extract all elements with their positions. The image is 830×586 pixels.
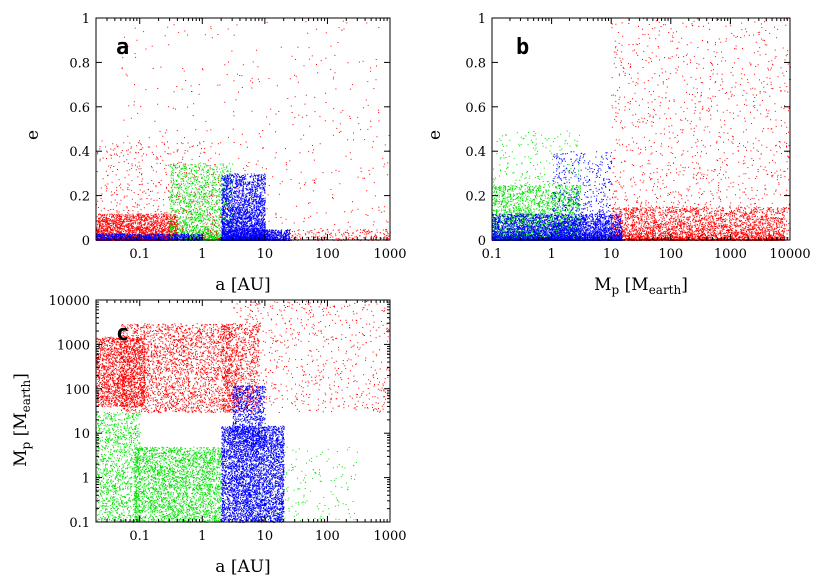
y-tick-label: 1000 — [57, 338, 90, 353]
y-tick-label: 0.6 — [465, 101, 486, 116]
panel-b-letter: b — [516, 35, 529, 60]
x-tick-label: 10 — [603, 247, 620, 262]
y-tick-label: 0 — [82, 234, 90, 249]
x-tick-label: 1000 — [373, 247, 406, 262]
series-red-points — [611, 18, 791, 242]
y-tick-label: 10000 — [49, 294, 90, 309]
series-green-points — [492, 130, 581, 241]
panel-a-xlabel: a [AU] — [215, 275, 270, 295]
panel-c-letter: c — [116, 321, 129, 346]
y-tick-label: 1 — [82, 472, 90, 487]
series-blue-points — [221, 385, 285, 523]
panel-a-letter: a — [116, 35, 129, 60]
x-tick-label: 0.1 — [129, 247, 150, 262]
panel-b-frame — [491, 17, 791, 241]
panel-c: 0.1 1 10 100 1000 0.1 1 10 100 1000 10000 c a [AU]… — [11, 294, 407, 577]
x-tick-label: 1 — [547, 247, 555, 262]
y-tick-label: 0.6 — [69, 101, 90, 116]
panel-b-points — [492, 18, 791, 242]
x-tick-label: 100 — [658, 247, 683, 262]
x-tick-label: 1000 — [714, 247, 747, 262]
y-tick-label: 0 — [478, 234, 486, 249]
y-tick-label: 0.4 — [465, 145, 486, 160]
y-tick-label: 1 — [82, 12, 90, 27]
panel-b-xlabel: Mp [Mearth] — [594, 275, 688, 297]
series-blue-points — [492, 151, 623, 241]
x-tick-label: 100 — [315, 247, 340, 262]
panel-c-points — [96, 300, 391, 523]
y-tick-label: 0.2 — [465, 190, 486, 205]
y-tick-label: 100 — [65, 383, 90, 398]
panel-a: 0.1 1 10 100 1000 0 0.2 0.4 0.6 0.8 1 a a [AU] e — [23, 12, 407, 295]
panel-c-ylabel: Mp [Mearth] — [11, 373, 33, 467]
panel-c-xlabel: a [AU] — [215, 557, 270, 577]
y-tick-label: 0.8 — [69, 56, 90, 71]
series-red-points — [96, 18, 391, 241]
series-blue-points — [96, 173, 291, 241]
x-tick-label: 100 — [315, 529, 340, 544]
panel-a-frame — [95, 17, 391, 241]
panel-a-ticks: 0.1 1 10 100 1000 0 0.2 0.4 0.6 0.8 1 — [69, 12, 406, 262]
y-tick-label: 0.4 — [69, 145, 90, 160]
series-red-points — [96, 300, 391, 413]
panel-b-ticks: 0.1 1 10 100 1000 10000 0 0.2 0.4 0.6 0.8 1 — [465, 12, 810, 262]
x-tick-label: 10 — [257, 247, 274, 262]
x-tick-label: 1000 — [373, 529, 406, 544]
x-tick-label: 1 — [198, 529, 206, 544]
y-tick-label: 0.2 — [69, 190, 90, 205]
y-tick-label: 0.8 — [465, 56, 486, 71]
panel-b: 0.1 1 10 100 1000 10000 0 0.2 0.4 0.6 0.8 1 b Mp [M… — [425, 12, 811, 297]
x-tick-label: 10000 — [769, 247, 810, 262]
x-tick-label: 0.1 — [129, 529, 150, 544]
panel-a-ylabel: e — [23, 130, 43, 140]
x-tick-label: 1 — [198, 247, 206, 262]
x-tick-label: 0.1 — [482, 247, 503, 262]
panel-a-points — [96, 18, 391, 241]
x-tick-label: 10 — [257, 529, 274, 544]
series-green-points — [169, 162, 234, 241]
y-tick-label: 0.1 — [69, 516, 90, 531]
panel-b-ylabel: e — [425, 130, 445, 140]
panel-c-frame — [95, 299, 391, 523]
y-tick-label: 10 — [73, 427, 90, 442]
y-tick-label: 1 — [478, 12, 486, 27]
panel-c-ticks: 0.1 1 10 100 1000 0.1 1 10 100 1000 10000 — [49, 294, 407, 544]
